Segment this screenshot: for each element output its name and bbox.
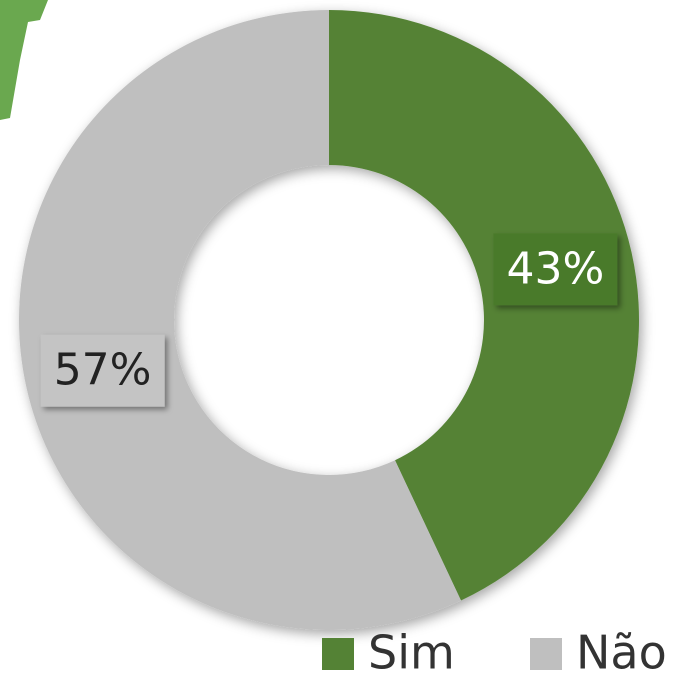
slice xyxy=(329,10,639,601)
value-labels: 43% 57% xyxy=(40,233,618,407)
legend-swatch xyxy=(530,638,562,670)
slice xyxy=(18,10,461,631)
legend-swatch xyxy=(322,638,354,670)
icon xyxy=(0,0,48,120)
donut xyxy=(18,10,639,631)
value-label: 57% xyxy=(54,345,152,396)
legend-label: Não xyxy=(576,626,667,680)
legend: Sim Não xyxy=(322,626,667,680)
legend-label: Sim xyxy=(368,626,455,680)
value-label: 43% xyxy=(507,243,605,294)
icon-shape xyxy=(0,0,48,120)
value-label-box xyxy=(40,334,165,407)
value-label-box xyxy=(493,233,618,306)
